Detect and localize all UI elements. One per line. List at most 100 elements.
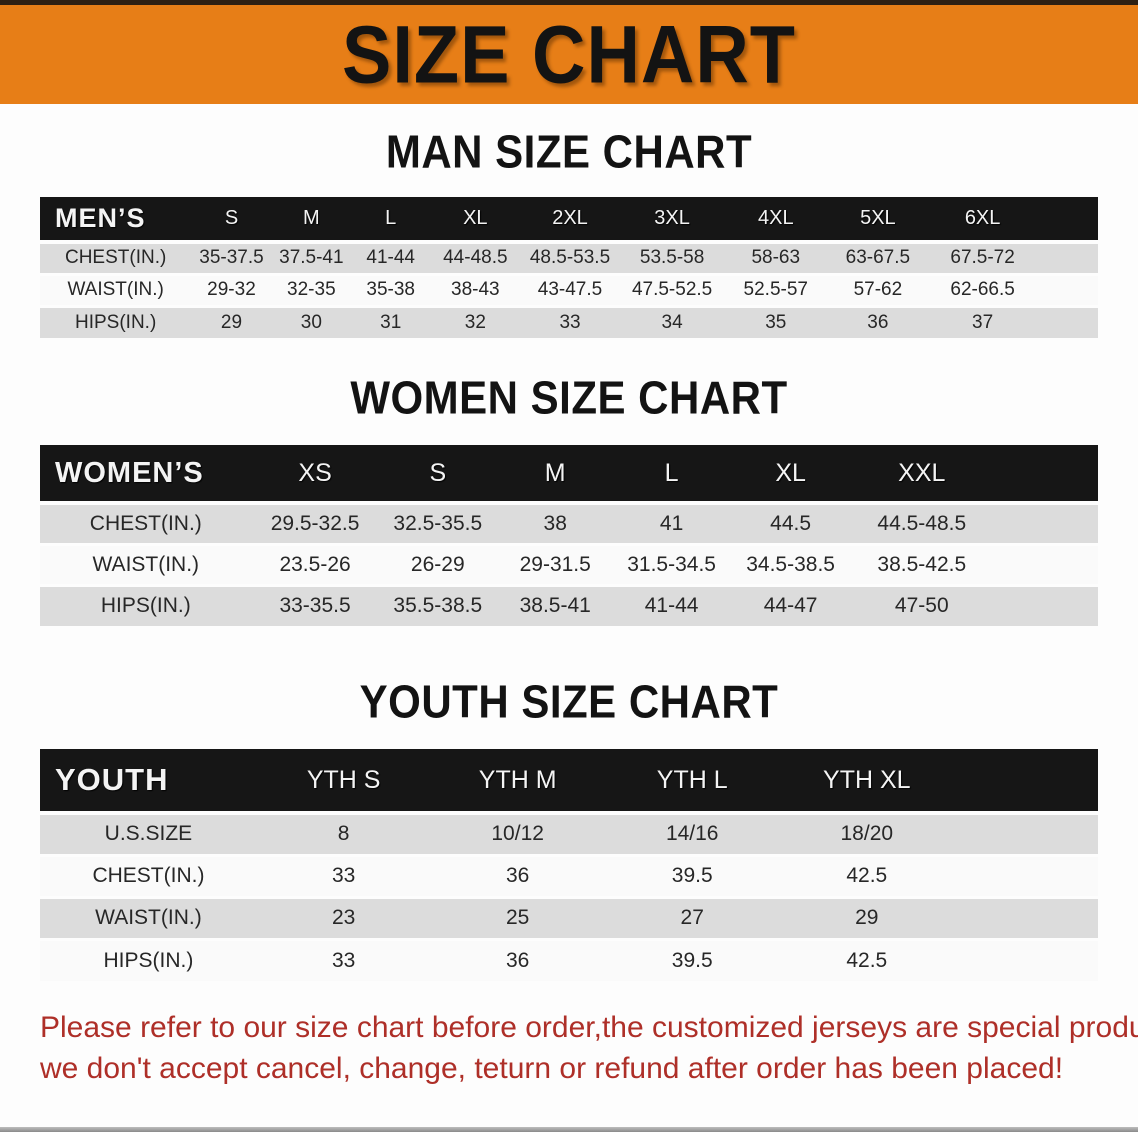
spacer-cell [954,937,1098,981]
spacer-cell [992,501,1098,544]
size-value-cell: 34.5-38.5 [729,542,852,585]
size-value-cell: 10/12 [430,811,605,855]
size-column-header: YTH L [604,749,780,813]
spacer-cell [954,853,1098,897]
size-column-header: YTH XL [779,749,955,813]
size-value-cell: 29 [191,304,272,338]
size-value-cell: 38.5-41 [497,583,614,626]
size-value-cell: 62-66.5 [928,272,1037,306]
spacer-cell [954,811,1098,855]
table-row: U.S.SIZE 8 10/12 14/16 18/20 [40,811,1098,855]
table-row: HIPS(IN.) 33-35.5 35.5-38.5 38.5-41 41-4… [40,583,1098,626]
size-column-header: XL [430,197,521,242]
size-value-cell: 23 [256,895,431,939]
spacer-cell [992,542,1098,585]
youth-table-corner-label: YOUTH [40,749,257,813]
table-row: HIPS(IN.) 29 30 31 32 33 34 35 36 37 [40,304,1098,338]
size-value-cell: 38 [497,501,614,544]
table-row: WAIST(IN.) 23.5-26 26-29 29-31.5 31.5-34… [40,542,1098,585]
men-size-table: MEN’S S M L XL 2XL 3XL 4XL 5XL 6XL CHEST… [40,197,1098,338]
size-value-cell: 36 [430,937,605,981]
size-value-cell: 29-32 [191,272,272,306]
table-row: HIPS(IN.) 33 36 39.5 42.5 [40,937,1098,981]
size-column-header: 5XL [827,197,929,242]
size-value-cell: 27 [604,895,780,939]
size-column-header: YTH S [256,749,431,813]
youth-size-table: YOUTH YTH S YTH M YTH L YTH XL U.S.SIZE … [40,749,1098,981]
size-value-cell: 32-35 [271,272,352,306]
size-value-cell: 35 [724,304,828,338]
row-label: CHEST(IN.) [40,501,252,544]
size-value-cell: 32.5-35.5 [378,501,498,544]
size-value-cell: 32 [430,304,521,338]
size-value-cell: 18/20 [779,811,955,855]
size-column-header: 6XL [928,197,1037,242]
size-chart-banner: SIZE CHART [0,0,1138,104]
men-section-heading: MAN SIZE CHART [385,125,753,178]
size-value-cell: 36 [827,304,929,338]
size-value-cell: 33-35.5 [251,583,379,626]
women-size-table: WOMEN’S XS S M L XL XXL CHEST(IN.) 29.5-… [40,445,1098,626]
size-column-header: L [613,445,730,503]
size-column-header: 3XL [619,197,725,242]
size-column-header: XS [251,445,379,503]
size-value-cell: 31 [351,304,431,338]
size-value-cell: 43-47.5 [520,272,620,306]
size-value-cell: 30 [271,304,352,338]
row-label: HIPS(IN.) [40,583,252,626]
size-value-cell: 35.5-38.5 [378,583,498,626]
spacer-cell [992,445,1098,503]
table-row: CHEST(IN.) 35-37.5 37.5-41 41-44 44-48.5… [40,240,1098,274]
size-value-cell: 36 [430,853,605,897]
size-value-cell: 33 [256,937,431,981]
size-value-cell: 35-38 [351,272,431,306]
size-column-header: L [351,197,431,242]
youth-section-heading: YOUTH SIZE CHART [359,675,779,728]
disclaimer-text: Please refer to our size chart before or… [40,1007,1138,1089]
size-value-cell: 42.5 [779,937,955,981]
size-column-header: XL [729,445,852,503]
women-table-corner-label: WOMEN’S [40,445,252,503]
size-value-cell: 52.5-57 [724,272,828,306]
size-value-cell: 39.5 [604,937,780,981]
size-value-cell: 29-31.5 [497,542,614,585]
spacer-cell [954,895,1098,939]
size-value-cell: 33 [256,853,431,897]
row-label: HIPS(IN.) [40,937,257,981]
size-value-cell: 48.5-53.5 [520,240,620,274]
spacer-cell [1036,197,1098,242]
size-value-cell: 37.5-41 [271,240,352,274]
size-value-cell: 38.5-42.5 [851,542,993,585]
banner-title: SIZE CHART [342,8,796,101]
size-value-cell: 25 [430,895,605,939]
size-column-header: YTH M [430,749,605,813]
table-header-row: MEN’S S M L XL 2XL 3XL 4XL 5XL 6XL [40,197,1098,242]
spacer-cell [992,583,1098,626]
size-value-cell: 39.5 [604,853,780,897]
size-value-cell: 44-47 [729,583,852,626]
bottom-edge-strip [0,1127,1138,1132]
disclaimer-line-1: Please refer to our size chart before or… [40,1011,1138,1044]
size-value-cell: 34 [619,304,725,338]
spacer-cell [1036,272,1098,306]
size-value-cell: 47-50 [851,583,993,626]
size-value-cell: 37 [928,304,1037,338]
size-column-header: M [497,445,614,503]
row-label: HIPS(IN.) [40,304,192,338]
row-label: U.S.SIZE [40,811,257,855]
table-row: WAIST(IN.) 23 25 27 29 [40,895,1098,939]
spacer-cell [954,749,1098,813]
size-value-cell: 67.5-72 [928,240,1037,274]
size-value-cell: 53.5-58 [619,240,725,274]
size-value-cell: 58-63 [724,240,828,274]
size-value-cell: 47.5-52.5 [619,272,725,306]
size-value-cell: 23.5-26 [251,542,379,585]
size-value-cell: 57-62 [827,272,929,306]
size-value-cell: 8 [256,811,431,855]
row-label: WAIST(IN.) [40,272,192,306]
size-column-header: S [191,197,272,242]
size-value-cell: 29.5-32.5 [251,501,379,544]
table-header-row: YOUTH YTH S YTH M YTH L YTH XL [40,749,1098,813]
size-value-cell: 33 [520,304,620,338]
men-table-corner-label: MEN’S [40,197,192,242]
